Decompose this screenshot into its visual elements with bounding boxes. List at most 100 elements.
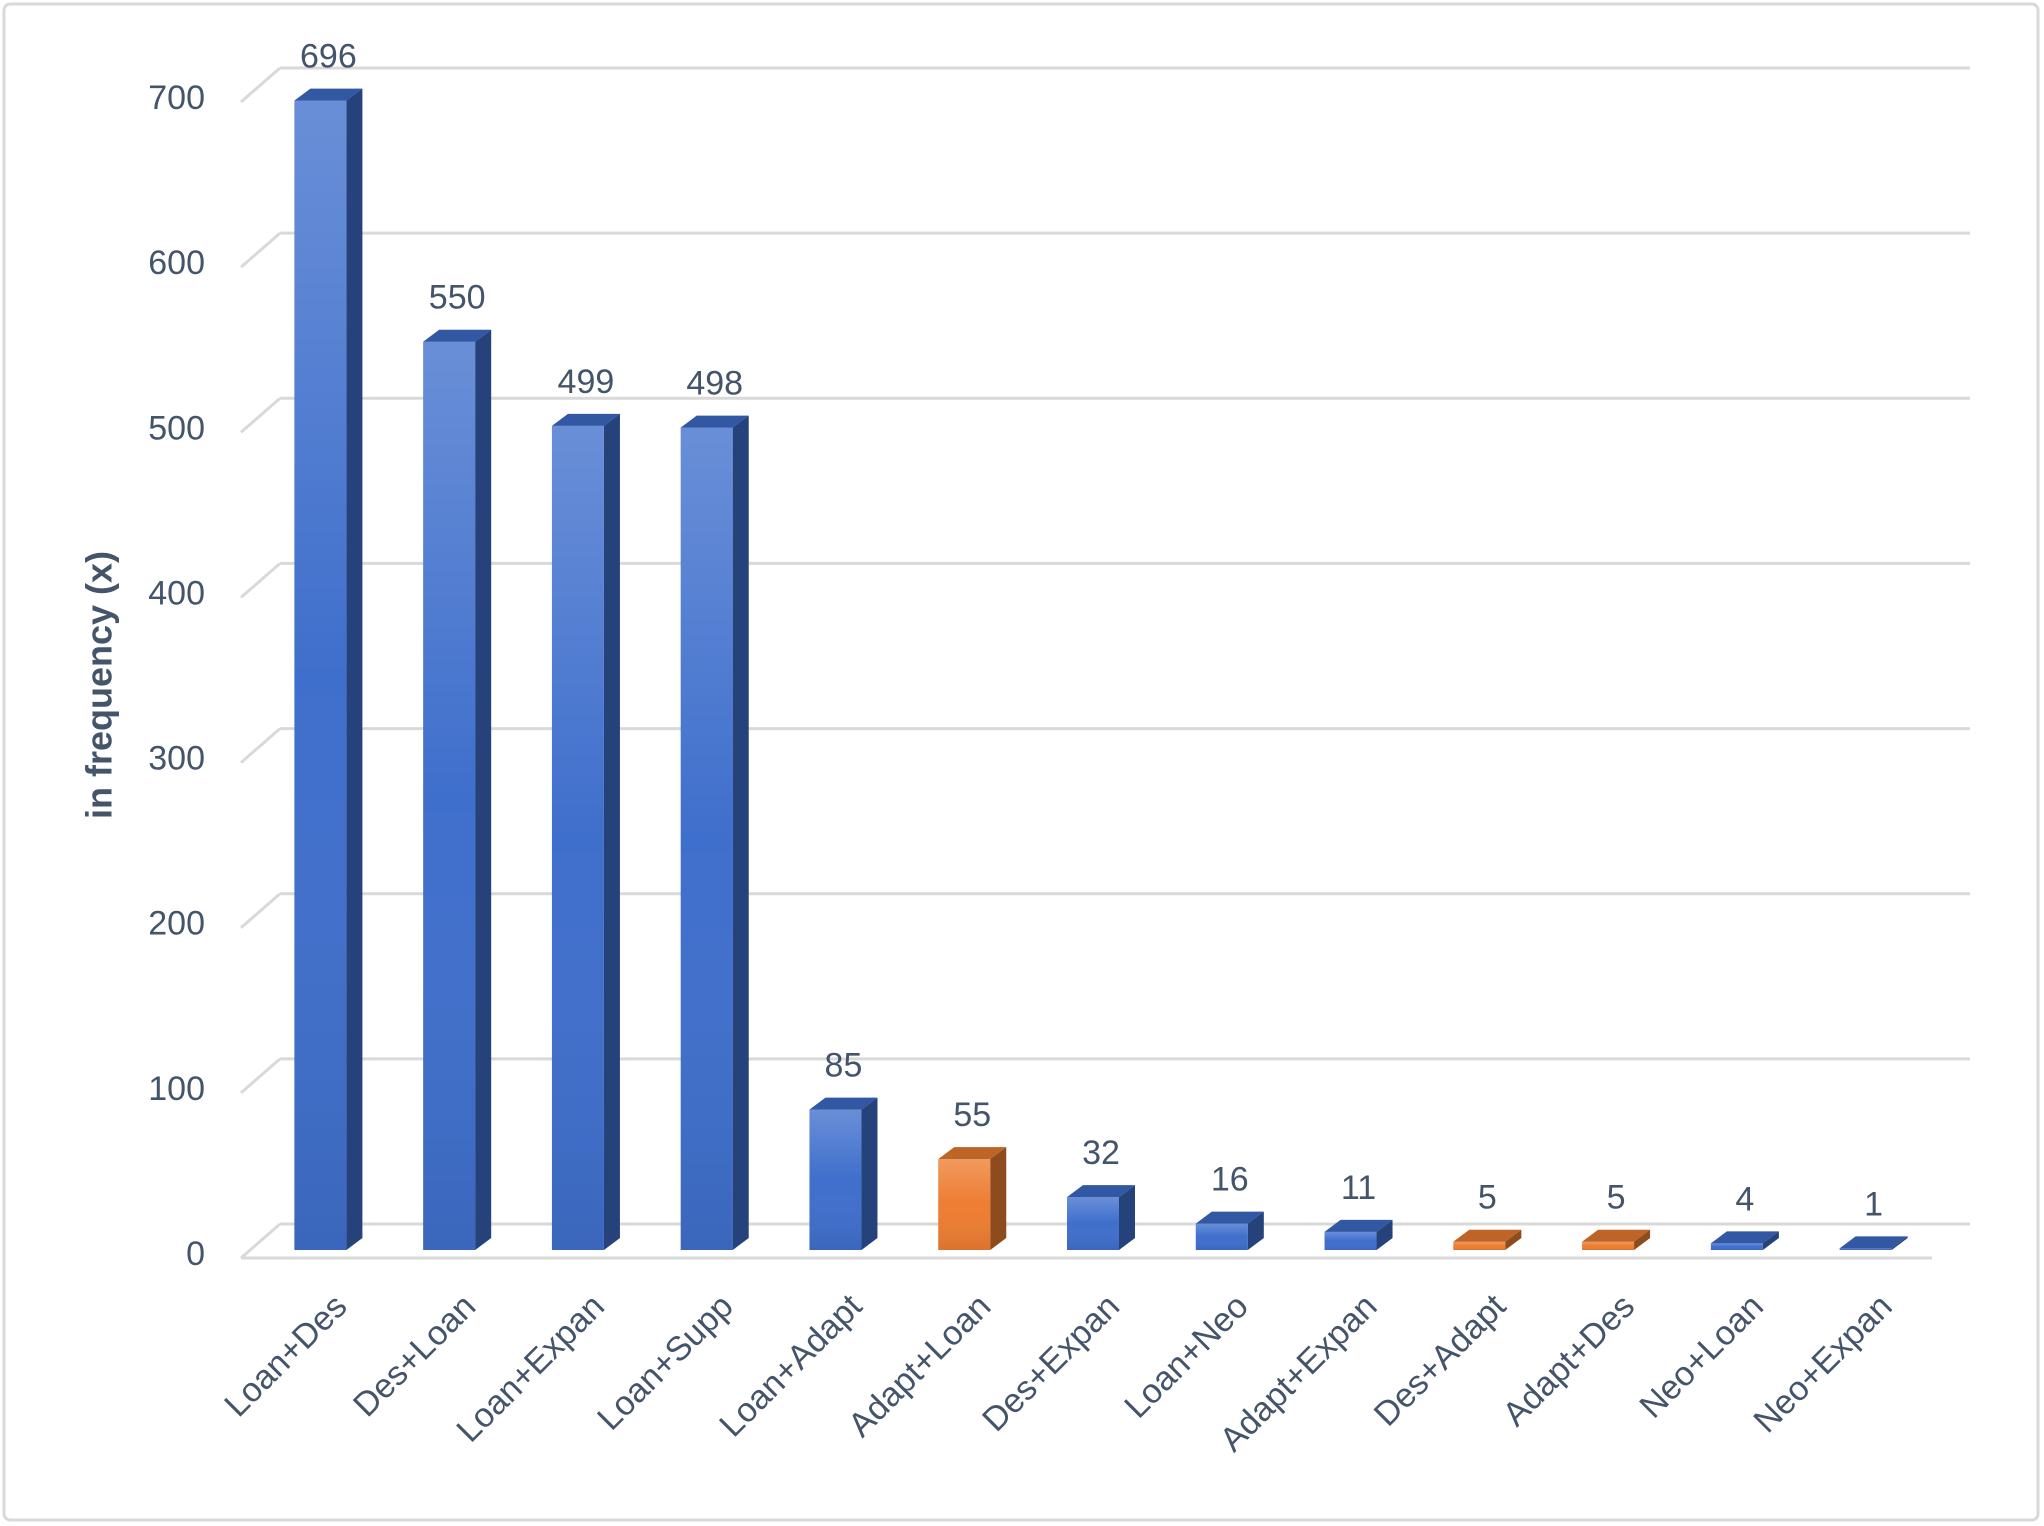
bar-top-shade [294,88,363,101]
y-tick-label: 400 [148,574,205,612]
bar-shine [1195,1223,1248,1250]
bar-shine [938,1159,991,1250]
bar-shine [1453,1241,1506,1250]
bar-side-shade [475,329,492,1250]
bar-group [809,1097,878,1250]
bar-top [1067,1185,1135,1198]
bar-side-shade [1119,1185,1135,1250]
bar-top-shade [1324,1219,1393,1232]
grid-line-side [240,1222,281,1260]
value-label: 85 [825,1047,863,1085]
y-tick-label: 600 [148,244,205,282]
bar-group [938,1147,1007,1250]
bar-shine [1324,1231,1377,1250]
y-tick-label: 100 [148,1070,205,1108]
bar-side [1376,1219,1393,1250]
bar-side [1505,1229,1522,1250]
bar-shine [1067,1197,1119,1250]
bar-shine [809,1109,862,1250]
grid-line-side [240,66,281,104]
bar-top-shade [1582,1229,1651,1242]
bar-group [1067,1185,1135,1250]
bar-shine [294,100,347,1250]
bar-top-shade [938,1147,1007,1160]
bar-top [938,1147,1007,1160]
bar-top-shade [423,329,492,342]
y-tick-label: 300 [148,740,205,778]
grid-line-side [240,1057,281,1094]
bar-side [1119,1185,1135,1250]
y-tick-label: 0 [186,1235,205,1273]
bar-side [475,329,492,1250]
bar-top [1710,1231,1779,1244]
bar-top-shade [1195,1211,1264,1224]
bar-group [551,413,620,1250]
value-label: 55 [953,1096,991,1134]
bar-top-shade [1839,1236,1908,1249]
bar-side-shade [1376,1219,1393,1250]
bar-group [1324,1219,1393,1250]
y-tick-label: 500 [148,409,205,447]
bar-top [294,88,363,101]
grid-line-side [240,232,281,269]
bar-side-shade [1247,1211,1264,1250]
bar-side-shade [1634,1229,1651,1250]
value-label: 16 [1211,1161,1249,1199]
bar-top [551,413,620,426]
bar-top-shade [1710,1231,1779,1244]
bar-group [1710,1231,1779,1250]
bar-side-shade [1891,1236,1908,1250]
bar-top [680,415,749,428]
y-tick-label: 200 [148,905,205,943]
bar-top-shade [1453,1229,1522,1242]
bar-group [1582,1229,1651,1250]
bar-top [1324,1219,1393,1232]
bar-side-shade [990,1147,1007,1250]
bar-top [1839,1236,1908,1249]
value-label: 696 [300,38,357,76]
bar-top-shade [1067,1185,1135,1198]
bar-side-shade [861,1097,878,1250]
bar-side [603,413,620,1250]
bar-side-shade [1762,1231,1779,1250]
bar-top-shade [680,415,749,428]
grid-line-side [240,727,281,764]
bar-group [1195,1211,1264,1250]
bar-side [1247,1211,1264,1250]
bar-top-shade [551,413,620,426]
bar-side [1891,1236,1908,1250]
y-tick-label: 700 [148,79,205,117]
value-label: 5 [1478,1179,1497,1217]
bar-top [1582,1229,1651,1242]
bar-side-shade [603,413,620,1250]
bar-group [294,88,363,1250]
bar-side [861,1097,878,1250]
value-label: 1 [1864,1185,1883,1223]
grid-line-side [240,562,281,599]
value-label: 498 [686,365,743,403]
grid-line-side [240,892,281,929]
bar-group [1839,1236,1908,1250]
bar-shine [1710,1243,1763,1250]
bar-side [732,415,749,1250]
bar-side-shade [346,88,363,1250]
bar-side-shade [1505,1229,1522,1250]
y-axis-label: in frequency (x) [79,551,120,819]
bar-shine [1839,1248,1892,1250]
bar-group [680,415,749,1250]
bar-side [346,88,363,1250]
value-label: 11 [1341,1169,1376,1207]
bar-side [990,1147,1007,1250]
bar-group [1453,1229,1522,1250]
bar-top-shade [809,1097,878,1110]
bar-side-shade [732,415,749,1250]
bar-shine [680,427,733,1250]
bar-top [809,1097,878,1110]
bar-shine [551,425,604,1250]
bar-top [423,329,492,342]
value-label: 550 [429,279,486,317]
bar-top [1453,1229,1522,1242]
